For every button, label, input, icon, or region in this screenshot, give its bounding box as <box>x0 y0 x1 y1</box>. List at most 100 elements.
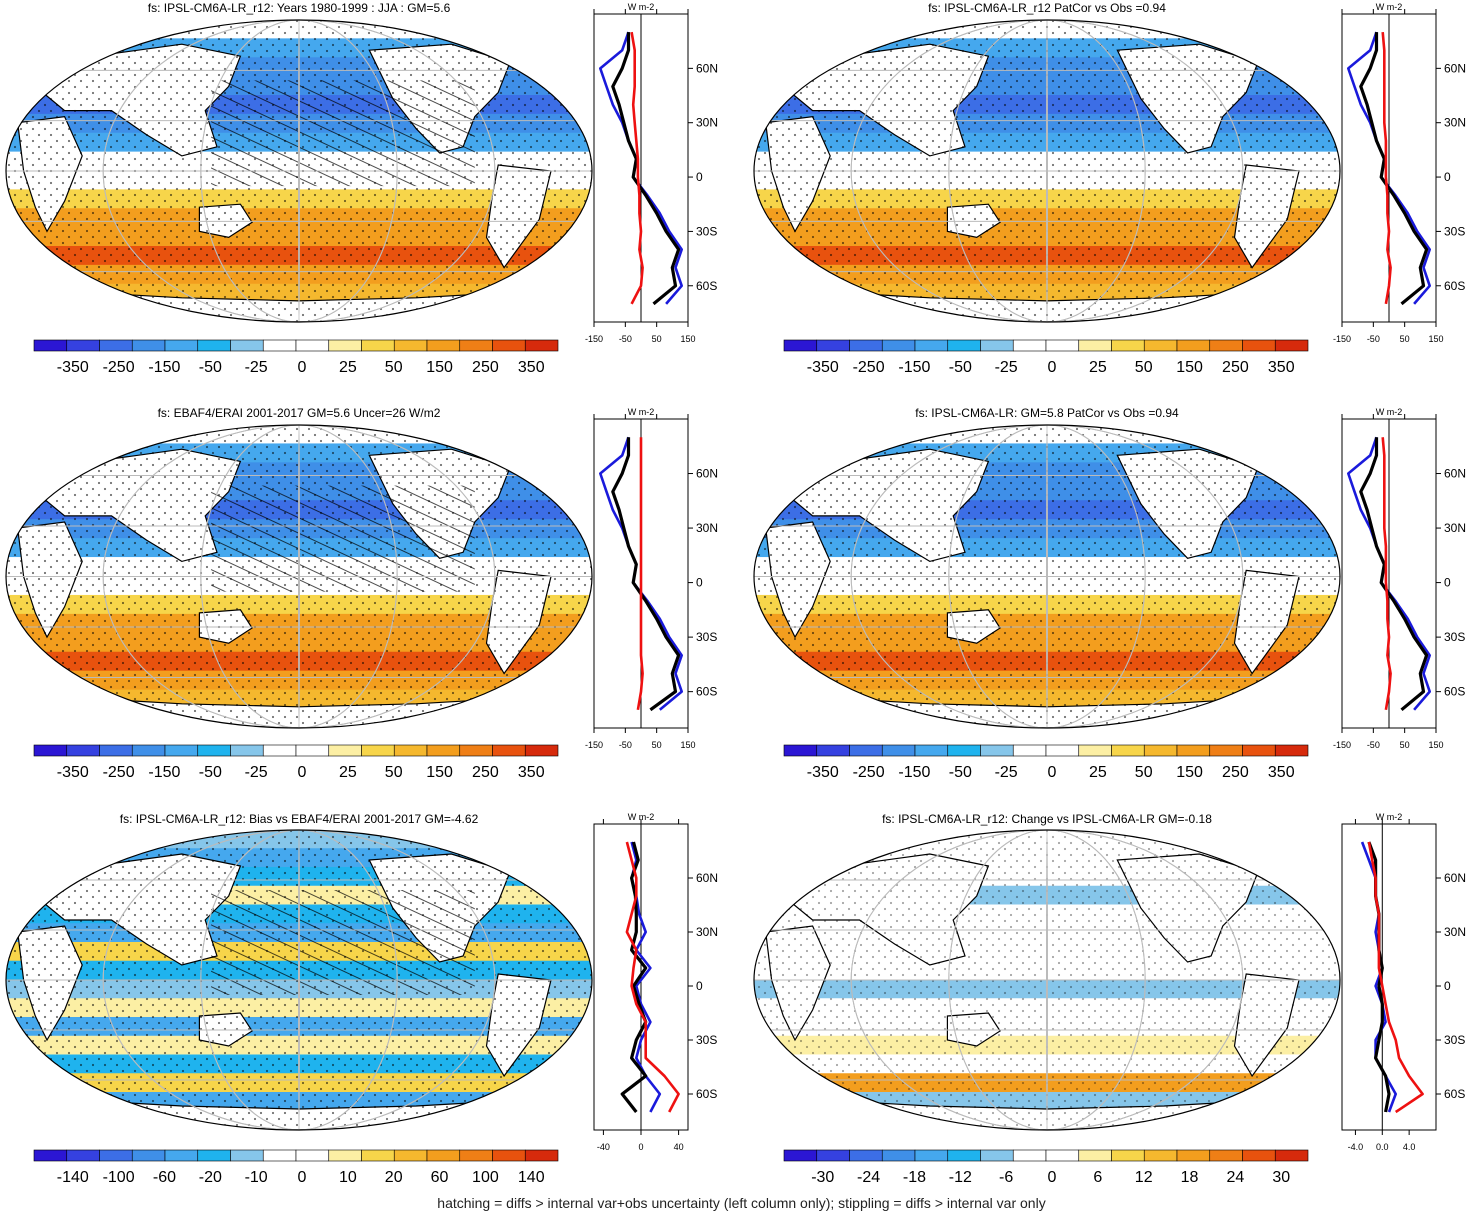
zonal-ytick-label: 30N <box>696 925 718 939</box>
zonal-ytick-label: 0 <box>1444 979 1451 993</box>
map-field <box>754 20 1340 322</box>
colorbar-cell <box>164 744 199 757</box>
colorbar-cell <box>164 339 199 352</box>
colorbar-cell <box>816 744 850 757</box>
hatching <box>211 485 475 592</box>
colorbar-cell <box>1012 1149 1047 1162</box>
colorbar-tick-label: 250 <box>472 359 499 376</box>
colorbar-cell <box>849 744 883 757</box>
graticule-meridian <box>102 20 496 322</box>
colorbar-cell <box>230 744 264 757</box>
panel-title: fs: IPSL-CM6A-LR_r12: Bias vs EBAF4/ERAI… <box>120 812 479 826</box>
map-p5: fs: IPSL-CM6A-LR_r12: Bias vs EBAF4/ERAI… <box>5 812 593 1131</box>
colorbar-cell <box>524 1149 559 1162</box>
colorbar-cell <box>1242 744 1276 757</box>
colorbar-tick-label: 25 <box>1089 764 1107 781</box>
map-outline <box>753 19 1341 323</box>
zonal-ytick-label: 30N <box>1444 521 1466 535</box>
zonal-ytick-label: 0 <box>696 576 703 590</box>
map-field <box>6 830 592 1130</box>
colorbar-tick-label: -250 <box>103 764 135 781</box>
zonal-ytick-label: 30N <box>696 521 718 535</box>
colorbar-cell <box>328 1149 362 1162</box>
zonal-xtick-label: -50 <box>1367 334 1380 344</box>
graticule-meridian <box>298 20 300 322</box>
graticule-meridian <box>200 830 398 1130</box>
colorbar-tick-label: 100 <box>472 1169 499 1186</box>
colorbar-tick-label: -50 <box>199 359 222 376</box>
colorbar-tick-label: 50 <box>385 359 403 376</box>
colorbar-tick-label: -18 <box>903 1169 926 1186</box>
colorbar-tick-label: 150 <box>1176 359 1203 376</box>
colorbar-tick-label: 18 <box>1181 1169 1199 1186</box>
map-p6: fs: IPSL-CM6A-LR_r12: Change vs IPSL-CM6… <box>753 812 1341 1131</box>
colorbar-tick-label: 140 <box>518 1169 545 1186</box>
colorbar-tick-label: -350 <box>57 359 89 376</box>
zonal-xtick-label: -150 <box>585 740 603 750</box>
zonal-xtick-label: -40 <box>597 1142 610 1152</box>
map-outline <box>753 829 1341 1131</box>
graticule-meridian <box>850 425 1244 728</box>
colorbar-tick-label: 350 <box>1268 359 1295 376</box>
graticule-meridian <box>102 830 496 1130</box>
colorbar-tick-label: 30 <box>1272 1169 1290 1186</box>
colorbar-cell <box>1143 744 1178 757</box>
colorbar-cell <box>230 339 264 352</box>
colorbar-cell <box>783 1149 818 1162</box>
colorbar-cell <box>66 339 100 352</box>
panel-title: fs: IPSL-CM6A-LR_r12: Years 1980-1999 : … <box>148 1 451 15</box>
colorbar-cell <box>849 1149 883 1162</box>
zonal-series-model <box>1359 437 1429 712</box>
colorbar-cell <box>99 744 133 757</box>
zonal-xtick-label: 150 <box>1428 740 1443 750</box>
zonal-ytick-label: 30S <box>1444 630 1465 644</box>
colorbar-cell <box>1143 1149 1178 1162</box>
map-p2: fs: IPSL-CM6A-LR_r12 PatCor vs Obs =0.94 <box>753 1 1341 323</box>
colorbar-tick-label: 150 <box>426 359 453 376</box>
panel-title: fs: IPSL-CM6A-LR_r12 PatCor vs Obs =0.94 <box>928 1 1166 15</box>
colorbar-cell <box>492 744 526 757</box>
colorbar-cell <box>230 1149 264 1162</box>
colorbar-tick-label: -50 <box>949 764 972 781</box>
colorbar-tick-label: 24 <box>1227 1169 1245 1186</box>
panel-title: fs: IPSL-CM6A-LR: GM=5.8 PatCor vs Obs =… <box>915 406 1179 420</box>
map-outline <box>5 829 593 1131</box>
zonal-series-model <box>611 437 681 712</box>
colorbar-cell <box>131 339 166 352</box>
zonal-xtick-label: -150 <box>585 334 603 344</box>
zonal-ytick-label: 60S <box>696 685 717 699</box>
colorbar-tick-label: 350 <box>518 359 545 376</box>
colorbar-p1: -350 -250 -150 -50 -25 0 25 50 150 250 350 <box>33 339 559 376</box>
zonal-ytick-label: 60S <box>1444 685 1465 699</box>
zonal-mean-p3: 60N 30N 0 30S 60S -150 -50 50 150 W m-2 <box>585 407 718 750</box>
colorbar-cell <box>1209 744 1243 757</box>
zonal-ytick-label: 60N <box>696 871 718 885</box>
zonal-ytick-label: 30N <box>1444 925 1466 939</box>
zonal-ytick-label: 30N <box>696 116 718 130</box>
zonal-xtick-label: -50 <box>619 740 632 750</box>
colorbar-tick-label: 12 <box>1135 1169 1153 1186</box>
colorbar-tick-label: -100 <box>103 1169 135 1186</box>
colorbar-cell <box>459 744 493 757</box>
colorbar-tick-label: 0 <box>298 764 307 781</box>
zonal-ytick-label: 30N <box>1444 116 1466 130</box>
graticule-meridian <box>948 425 1146 728</box>
colorbar-cell <box>1242 339 1276 352</box>
colorbar-cell <box>816 339 850 352</box>
colorbar-tick-label: -24 <box>857 1169 880 1186</box>
colorbar-cell <box>33 744 68 757</box>
colorbar-tick-label: 350 <box>1268 764 1295 781</box>
zonal-xtick-label: 0.0 <box>1376 1142 1389 1152</box>
colorbar-cell <box>1111 339 1145 352</box>
zonal-unit-label: W m-2 <box>1376 2 1403 12</box>
map-p3: fs: EBAF4/ERAI 2001-2017 GM=5.6 Uncer=26… <box>5 406 593 729</box>
colorbar-cell <box>881 1149 916 1162</box>
colorbar-tick-label: -12 <box>949 1169 972 1186</box>
colorbar-cell <box>980 1149 1014 1162</box>
colorbar-cell <box>66 744 100 757</box>
colorbar-cell <box>361 339 395 352</box>
graticule-meridian <box>200 20 398 322</box>
colorbar-tick-label: -60 <box>153 1169 176 1186</box>
colorbar-tick-label: -250 <box>853 764 885 781</box>
colorbar-tick-label: -150 <box>148 764 180 781</box>
